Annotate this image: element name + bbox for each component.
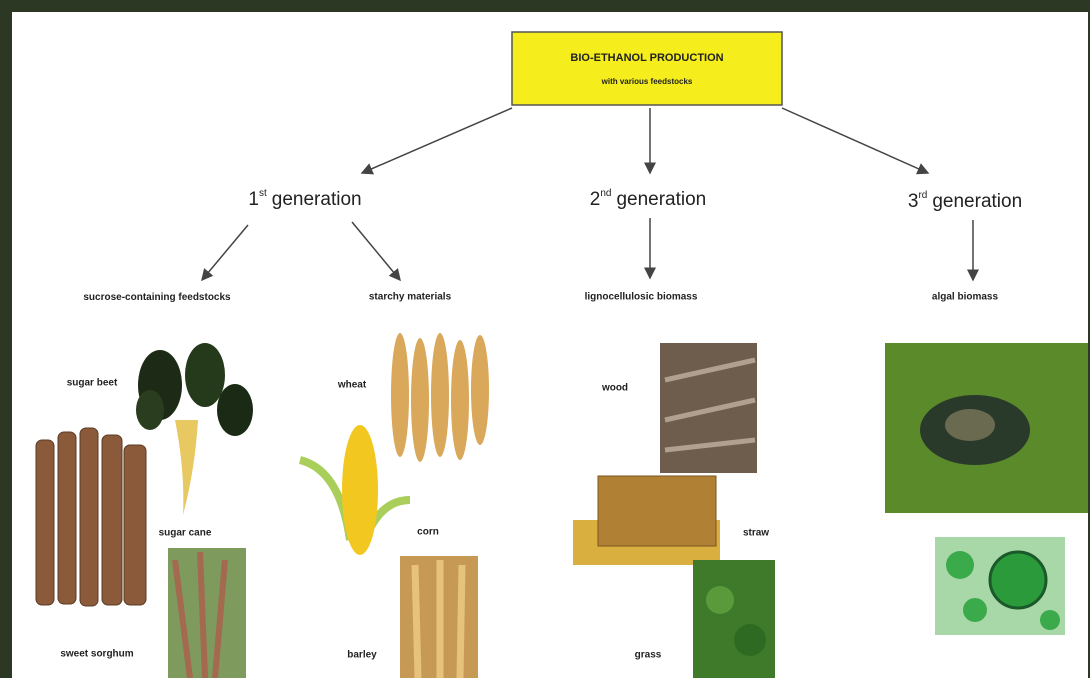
group-label: algal biomass <box>932 292 999 303</box>
item-label: sugar cane <box>159 528 212 539</box>
arrows <box>201 107 979 282</box>
group-label: starchy materials <box>369 292 452 303</box>
generation: 2nd generation <box>590 188 707 210</box>
item-label: corn <box>417 527 439 538</box>
item-label: wheat <box>337 380 367 391</box>
group-label: lignocellulosic biomass <box>585 292 698 303</box>
item-label: barley <box>347 650 377 661</box>
title: BIO-ETHANOL PRODUCTION <box>570 52 723 64</box>
item-label: straw <box>743 528 769 539</box>
title-box <box>511 31 783 106</box>
group-label: sucrose-containing feedstocks <box>83 292 231 303</box>
images <box>35 333 1088 678</box>
generation: 1st generation <box>248 188 361 210</box>
item-label: sweet sorghum <box>60 649 133 660</box>
subtitle: with various feedstocks <box>601 77 693 86</box>
item-label: grass <box>635 650 662 661</box>
item-labels: sugar beet sugar cane sweet sorghum whea… <box>60 378 769 661</box>
item-label: sugar beet <box>67 378 118 389</box>
generation: 3rd generation <box>908 190 1022 212</box>
item-label: wood <box>601 383 628 394</box>
